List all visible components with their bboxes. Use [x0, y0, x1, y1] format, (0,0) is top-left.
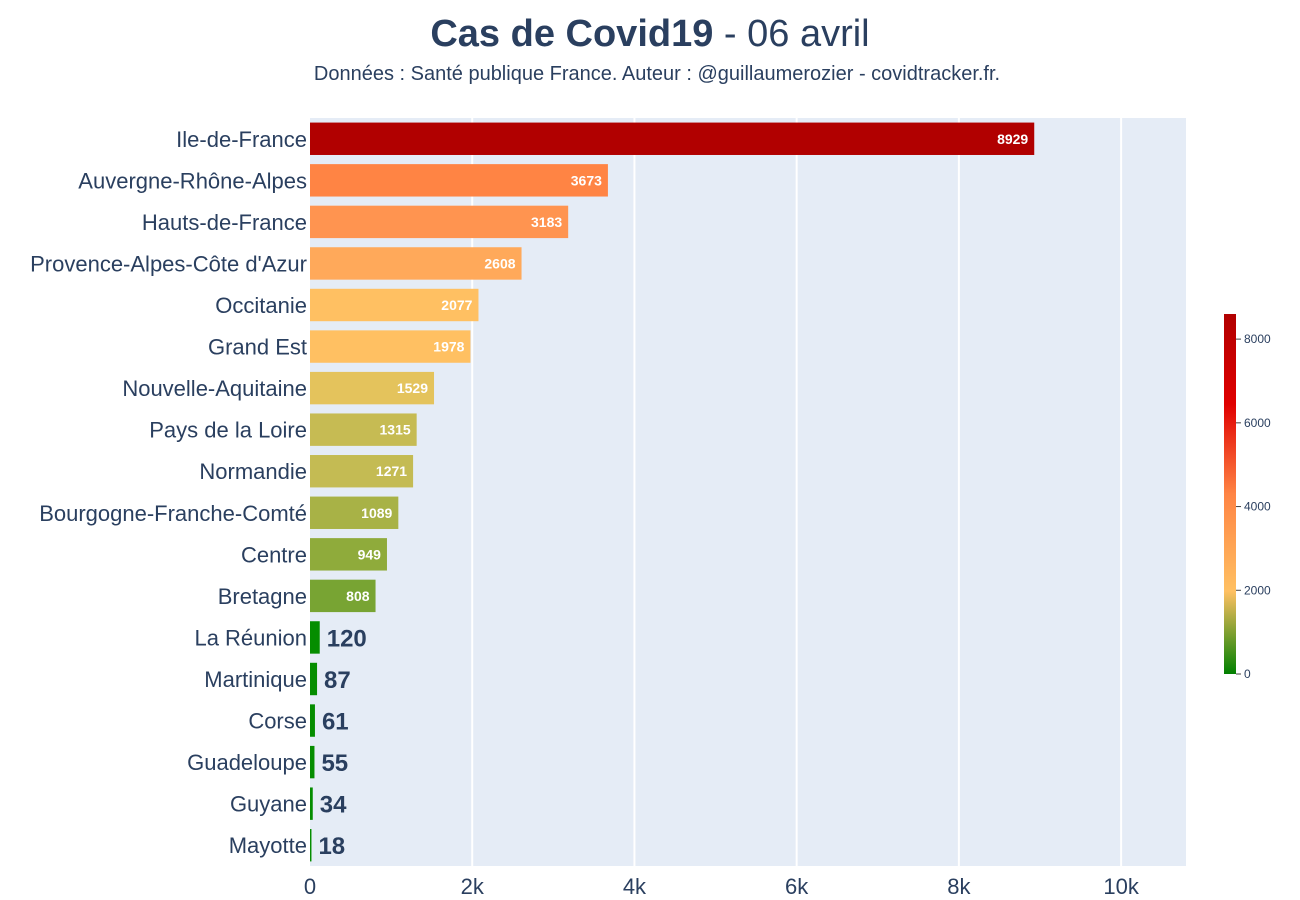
category-label: Auvergne-Rhône-Alpes [78, 168, 307, 193]
category-label: Corse [248, 709, 307, 734]
plot-area: 0 2k 4k 6k 8k 10k Ile-de-France 8929 Auvergne-Rh… [30, 118, 1186, 899]
colorbar-tick-label: 6000 [1244, 416, 1271, 430]
bar [310, 330, 471, 363]
category-label: Bourgogne-Franche-Comté [39, 501, 307, 526]
x-tick-label: 0 [304, 874, 316, 899]
bar [310, 579, 376, 613]
data-label: 1089 [361, 505, 392, 521]
bar [310, 787, 313, 820]
category-label: Pays de la Loire [149, 418, 307, 443]
data-label: 1315 [380, 422, 411, 438]
category-label: Hauts-de-France [142, 210, 307, 235]
colorbar-scale [1224, 314, 1236, 674]
data-label: 1271 [376, 463, 407, 479]
data-label: 1978 [433, 339, 464, 355]
x-tick-label: 6k [785, 874, 809, 899]
data-label: 808 [346, 588, 370, 604]
bar [310, 621, 320, 654]
category-label: Mayotte [229, 833, 307, 858]
category-label: Guadeloupe [187, 750, 307, 775]
category-label: Provence-Alpes-Côte d'Azur [30, 251, 307, 276]
bar [310, 122, 1035, 155]
category-label: Martinique [204, 667, 307, 692]
chart-title-rest: - 06 avril [713, 13, 869, 55]
bar [310, 496, 399, 529]
category-label: Bretagne [218, 584, 307, 609]
plot-background [310, 118, 1186, 866]
data-label: 1529 [397, 380, 428, 396]
x-tick-label: 8k [947, 874, 971, 899]
category-label: Ile-de-France [176, 127, 307, 152]
data-label: 120 [327, 625, 367, 652]
colorbar-tick-label: 0 [1244, 667, 1251, 681]
data-label: 949 [358, 546, 382, 562]
category-label: Guyane [230, 792, 307, 817]
category-label: Grand Est [208, 335, 307, 360]
x-tick-label: 2k [461, 874, 485, 899]
bar [310, 745, 315, 779]
bar [310, 662, 318, 696]
category-label: Centre [241, 542, 307, 567]
chart-title-bold: Cas de Covid19 [430, 13, 713, 55]
chart-subtitle: Données : Santé publique France. Auteur … [314, 63, 1000, 85]
colorbar-tick-label: 2000 [1244, 583, 1271, 597]
data-label: 55 [321, 750, 348, 777]
bar [310, 371, 435, 405]
colorbar-tick-label: 4000 [1244, 500, 1271, 514]
bar [310, 829, 312, 862]
bar [310, 164, 608, 197]
category-label: Normandie [199, 459, 307, 484]
bar [310, 704, 315, 737]
category-label: La Réunion [194, 625, 307, 650]
bar [310, 538, 387, 571]
data-label: 3673 [571, 172, 602, 188]
bar [310, 455, 414, 488]
data-label: 18 [318, 833, 345, 860]
colorbar: 0 2000 4000 6000 8000 [1224, 314, 1271, 681]
data-label: 2608 [484, 255, 515, 271]
data-label: 8929 [997, 131, 1028, 147]
category-label: Occitanie [215, 293, 307, 318]
bar [310, 205, 569, 239]
data-label: 3183 [531, 214, 562, 230]
bar [310, 247, 522, 280]
data-label: 34 [320, 792, 347, 819]
bar [310, 288, 479, 322]
data-label: 61 [322, 709, 349, 736]
x-tick-label: 10k [1103, 874, 1139, 899]
colorbar-tick-label: 8000 [1244, 332, 1271, 346]
category-label: Nouvelle-Aquitaine [122, 376, 307, 401]
data-label: 87 [324, 667, 351, 694]
data-label: 2077 [441, 297, 472, 313]
x-tick-label: 4k [623, 874, 647, 899]
bar [310, 413, 417, 446]
chart-title: Cas de Covid19 - 06 avril [430, 13, 869, 55]
